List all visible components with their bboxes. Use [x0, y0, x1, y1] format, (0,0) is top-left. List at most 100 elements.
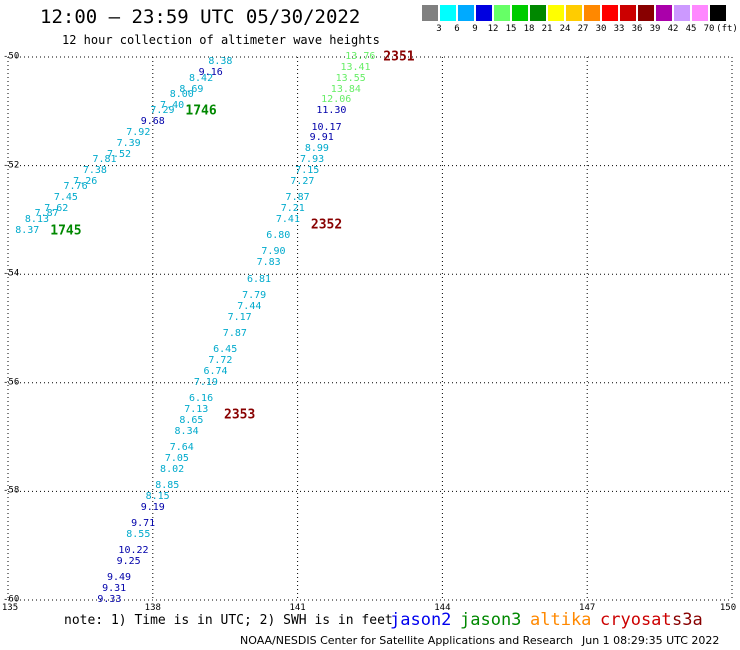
wave-height-label: 7.83 — [256, 257, 281, 269]
scale-swatch — [440, 5, 456, 21]
wave-height-label: 7.19 — [193, 376, 218, 388]
scale-label: 45 — [685, 24, 697, 34]
scale-label: (ft) — [716, 24, 738, 34]
wave-height-label: 7.92 — [126, 127, 151, 139]
wave-height-label: 7.79 — [242, 289, 267, 301]
wave-height-label: 7.13 — [184, 403, 209, 415]
scale-swatch — [674, 5, 690, 21]
scale-label: 15 — [505, 24, 517, 34]
wave-height-label: 7.38 — [82, 165, 107, 177]
wave-height-label: 7.40 — [160, 99, 185, 111]
wave-height-label: 8.00 — [169, 89, 194, 100]
wave-height-label: 7.39 — [116, 137, 141, 149]
satellite-legend-jason3: jason3 — [460, 610, 522, 630]
x-tick-label: 138 — [144, 603, 161, 613]
y-tick-label: -54 — [3, 268, 20, 279]
scale-label: 24 — [559, 24, 571, 34]
scale-swatch — [638, 5, 654, 21]
wave-height-label: 13.84 — [330, 83, 361, 95]
wave-height-label: 7.45 — [53, 192, 78, 204]
x-tick-label: 144 — [434, 603, 451, 613]
wave-height-label: 7.87 — [34, 208, 59, 220]
generation-timestamp: Jun 1 08:29:35 UTC 2022 — [582, 634, 720, 647]
scale-label: 70 — [703, 24, 715, 34]
wave-height-label: 8.13 — [24, 213, 49, 225]
footer-note: note: 1) Time is in UTC; 2) SWH is in fe… — [64, 613, 393, 628]
wave-height-label: 13.76 — [345, 51, 376, 62]
pass-time-label: 2352 — [310, 217, 343, 233]
wave-height-label: 7.87 — [285, 192, 310, 204]
wave-height-label: 13.41 — [340, 61, 371, 73]
scale-label: 36 — [631, 24, 643, 34]
scale-swatch — [530, 5, 546, 21]
scale-swatch — [692, 5, 708, 21]
scale-swatch — [602, 5, 618, 21]
x-tick-label: 147 — [579, 603, 596, 613]
scale-label: 42 — [667, 24, 679, 34]
wave-height-label: 7.21 — [280, 203, 305, 215]
scale-swatch — [512, 5, 528, 21]
wave-height-label: 9.19 — [140, 501, 165, 513]
wave-height-label: 7.27 — [290, 175, 315, 187]
y-tick-label: -58 — [3, 485, 20, 496]
scale-label: 27 — [577, 24, 589, 34]
scale-swatch — [548, 5, 564, 21]
wave-height-label: 6.80 — [266, 230, 291, 242]
wave-height-label: 7.87 — [222, 327, 247, 339]
y-tick-label: -50 — [3, 51, 20, 62]
pass-time-label: 1746 — [185, 103, 217, 119]
wave-height-label: 7.52 — [106, 148, 132, 160]
wave-height-label: 7.64 — [169, 441, 194, 453]
pass-time-label: 1745 — [50, 223, 82, 239]
page-subtitle: 12 hour collection of altimeter wave hei… — [62, 33, 380, 47]
wave-height-label: 7.81 — [92, 154, 117, 166]
scale-swatch — [584, 5, 600, 21]
wave-height-label: 7.41 — [275, 213, 300, 225]
wave-height-label: 12.06 — [321, 94, 352, 106]
wave-height-label: 7.90 — [261, 246, 286, 258]
wave-height-label: 8.15 — [145, 490, 170, 502]
wave-height-label: 9.68 — [140, 116, 165, 128]
wave-height-label: 9.16 — [198, 67, 223, 79]
wave-height-label: 9.91 — [309, 132, 334, 144]
wave-height-label: 8.85 — [155, 479, 180, 491]
y-tick-label: -60 — [3, 594, 20, 605]
scale-swatch — [656, 5, 672, 21]
wave-height-label: 8.34 — [174, 425, 199, 437]
wave-height-label: 7.15 — [295, 165, 320, 177]
scale-label: 30 — [595, 24, 607, 34]
scale-swatch — [422, 5, 438, 21]
page-title: 12:00 – 23:59 UTC 05/30/2022 — [40, 6, 361, 28]
wave-height-label: 9.31 — [102, 583, 127, 595]
scale-swatch — [566, 5, 582, 21]
satellite-legend-cryosat: cryosat — [600, 610, 672, 630]
wave-height-label: 6.74 — [203, 365, 228, 377]
scale-label: 33 — [613, 24, 625, 34]
scale-label: 18 — [523, 24, 535, 34]
x-tick-label: 135 — [1, 603, 19, 613]
scale-swatch — [710, 5, 726, 21]
wave-height-label: 7.93 — [300, 154, 325, 166]
wave-height-label: 7.29 — [150, 105, 175, 117]
wave-height-label: 8.65 — [179, 414, 204, 426]
x-tick-label: 150 — [719, 603, 737, 613]
wave-height-label: 7.44 — [237, 300, 262, 312]
wave-height-label: 6.16 — [189, 393, 214, 405]
wave-height-label: 9.25 — [116, 555, 141, 567]
wave-height-label: 8.69 — [179, 83, 204, 95]
wave-height-label: 6.81 — [246, 273, 272, 285]
scale-swatch — [620, 5, 636, 21]
wave-height-label: 10.17 — [311, 121, 342, 133]
wave-height-label: 7.76 — [63, 181, 88, 193]
wave-height-label: 10.22 — [118, 545, 149, 557]
wave-height-label: 7.26 — [73, 175, 98, 187]
scale-swatch — [476, 5, 492, 21]
wave-height-label: 9.33 — [97, 594, 122, 605]
wave-height-label: 7.05 — [164, 452, 189, 464]
wave-height-label: 6.45 — [213, 344, 238, 356]
wave-height-label: 8.38 — [208, 56, 233, 68]
wave-height-label: 9.71 — [131, 517, 156, 529]
credit-text: NOAA/NESDIS Center for Satellite Applica… — [240, 634, 574, 647]
pass-time-label: 2353 — [224, 407, 256, 423]
